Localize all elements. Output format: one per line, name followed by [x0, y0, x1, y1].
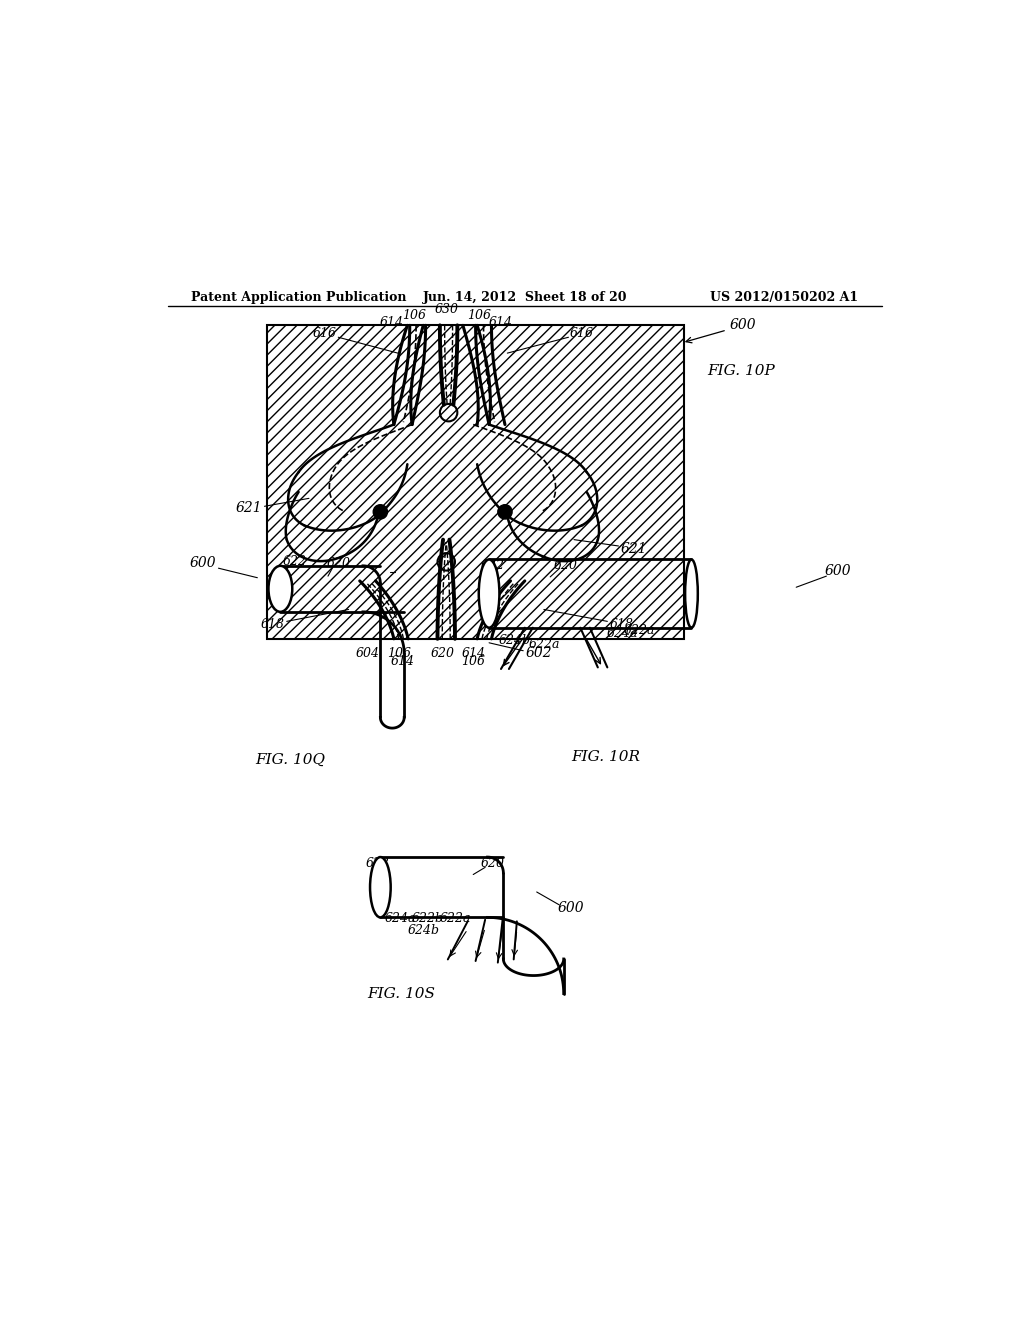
- Text: 622a: 622a: [624, 623, 655, 636]
- Text: 622: 622: [283, 554, 306, 568]
- Circle shape: [498, 504, 512, 519]
- Text: 624a: 624a: [384, 912, 416, 925]
- Text: 600: 600: [825, 565, 852, 578]
- Text: 602: 602: [525, 645, 552, 660]
- Text: 620: 620: [481, 857, 505, 870]
- Text: 624a: 624a: [606, 627, 638, 640]
- Text: 618: 618: [260, 618, 285, 631]
- Text: 600: 600: [686, 318, 757, 343]
- Text: 622a: 622a: [440, 912, 471, 925]
- Text: 614: 614: [462, 647, 486, 660]
- Text: Jun. 14, 2012  Sheet 18 of 20: Jun. 14, 2012 Sheet 18 of 20: [423, 292, 627, 304]
- Text: 604: 604: [355, 647, 380, 660]
- Bar: [267, 325, 684, 639]
- Text: Patent Application Publication: Patent Application Publication: [191, 292, 407, 304]
- Text: 622: 622: [366, 857, 390, 870]
- Text: 620: 620: [554, 558, 579, 572]
- Text: 620: 620: [327, 557, 350, 570]
- Ellipse shape: [479, 560, 500, 628]
- Text: 600: 600: [190, 557, 217, 570]
- Text: US 2012/0150202 A1: US 2012/0150202 A1: [710, 292, 858, 304]
- Text: 106: 106: [461, 655, 485, 668]
- Text: FIG. 10S: FIG. 10S: [368, 986, 435, 1001]
- Text: 622: 622: [481, 558, 505, 572]
- Text: 614: 614: [489, 317, 513, 330]
- Text: 106: 106: [387, 647, 412, 660]
- Text: 106: 106: [401, 309, 426, 322]
- Text: 106: 106: [468, 309, 492, 322]
- Text: 630: 630: [435, 304, 459, 315]
- Text: 621: 621: [236, 500, 262, 515]
- Bar: [267, 325, 684, 639]
- Text: 614: 614: [390, 655, 415, 668]
- Circle shape: [373, 504, 387, 519]
- Text: 618: 618: [609, 618, 634, 631]
- Text: 624b: 624b: [408, 924, 439, 937]
- Ellipse shape: [370, 857, 391, 917]
- Text: 624b: 624b: [499, 634, 530, 647]
- Text: 622b: 622b: [412, 912, 444, 925]
- Text: 620: 620: [431, 647, 455, 660]
- Text: FIG. 10Q: FIG. 10Q: [255, 752, 325, 767]
- Text: 621: 621: [621, 543, 647, 556]
- Text: FIG. 10R: FIG. 10R: [570, 750, 640, 764]
- Text: 622a: 622a: [528, 638, 560, 651]
- Text: 616: 616: [312, 327, 337, 339]
- Ellipse shape: [268, 566, 292, 612]
- Ellipse shape: [685, 560, 697, 628]
- Text: FIG. 10P: FIG. 10P: [708, 364, 775, 379]
- Text: 616: 616: [570, 327, 594, 339]
- Text: 600: 600: [557, 900, 584, 915]
- Text: 614: 614: [380, 317, 403, 330]
